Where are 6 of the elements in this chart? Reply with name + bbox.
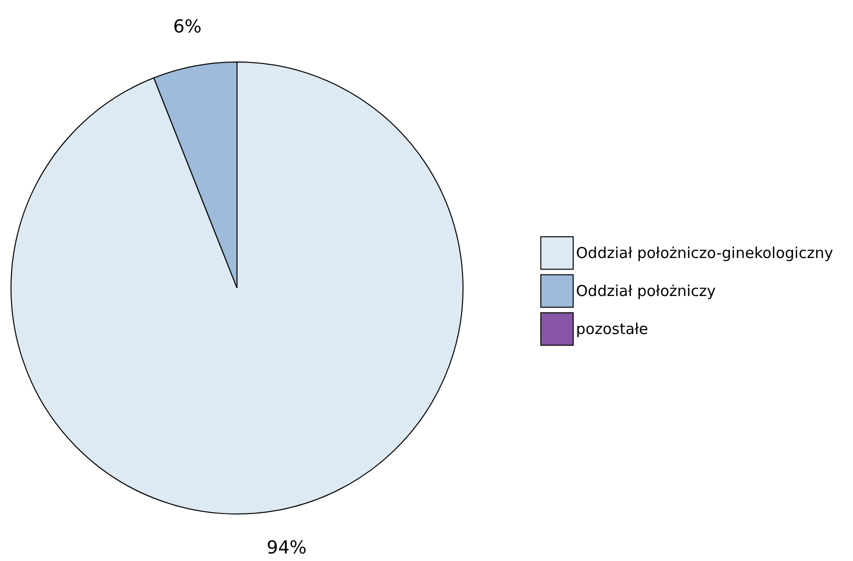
data-label: 6% <box>173 16 202 38</box>
pie-slice <box>10 62 464 514</box>
legend-label: Oddział położniczy <box>576 282 716 300</box>
legend-label: pozostałe <box>576 320 648 338</box>
legend-label: Oddział położniczo-ginekologiczny <box>576 244 834 262</box>
data-label: 94% <box>266 537 307 558</box>
